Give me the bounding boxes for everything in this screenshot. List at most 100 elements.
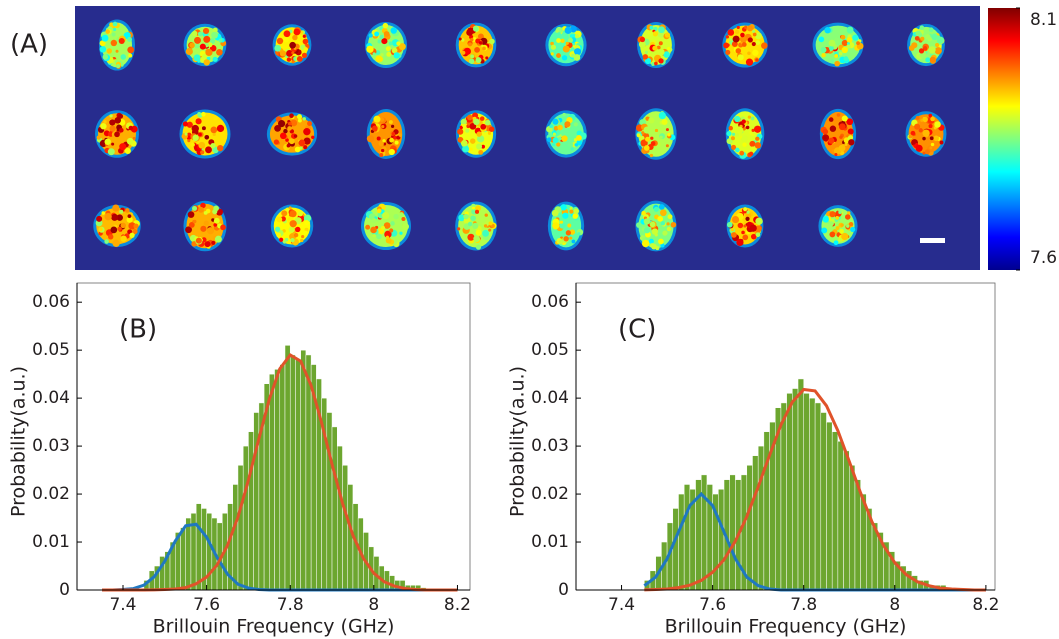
cell-speckle: [294, 226, 301, 233]
cell-speckle: [384, 230, 392, 239]
cell-speckle: [648, 117, 655, 124]
cell-speckle: [643, 126, 651, 134]
histogram-bar: [206, 513, 213, 591]
cell-speckle: [488, 221, 493, 226]
histogram-bar: [232, 484, 239, 591]
cell-speckle: [569, 229, 576, 235]
cell-speckle: [293, 28, 301, 36]
cell-speckle: [293, 134, 298, 138]
cell-speckle: [217, 144, 224, 152]
cell-speckle: [655, 246, 660, 251]
x-axis-label: Brillouin Frequency (GHz): [153, 616, 395, 638]
cell-speckle: [211, 240, 216, 245]
cell-speckle: [301, 234, 305, 239]
cell-speckle: [205, 146, 212, 154]
cell-speckle: [289, 113, 294, 119]
cell-speckle: [375, 55, 383, 63]
cell-speckle: [457, 128, 464, 135]
cell-speckle: [282, 240, 287, 244]
cell-speckle: [287, 121, 292, 126]
histogram-bar: [718, 489, 725, 591]
cell-speckle: [834, 153, 838, 157]
cell-speckle: [198, 206, 204, 213]
cell-speckle: [372, 52, 376, 56]
x-tick-label: 7.8: [277, 595, 304, 615]
cell-speckle: [835, 226, 840, 230]
cell-speckle: [216, 48, 223, 56]
cell-speckle: [574, 143, 579, 147]
cell-speckle: [475, 205, 482, 212]
cell-speckle: [740, 32, 745, 38]
cell-speckle: [667, 214, 673, 220]
cell-speckle: [846, 26, 854, 34]
cell-speckle: [847, 128, 854, 135]
cell-speckle: [561, 55, 568, 61]
cell-speckle: [735, 48, 742, 54]
cell-speckle: [473, 118, 480, 126]
cell-speckle: [487, 131, 492, 135]
cell-speckle: [658, 41, 663, 46]
histogram-bar: [237, 465, 244, 591]
cell-speckle: [105, 29, 110, 34]
cell-speckle: [929, 136, 934, 141]
cell-speckle: [475, 229, 482, 236]
cell-speckle: [381, 38, 388, 45]
cell-speckle: [725, 35, 730, 39]
cell-speckle: [192, 205, 198, 211]
cell-speckle: [551, 142, 556, 147]
cell-speckle: [290, 119, 298, 127]
cell-speckle: [931, 33, 938, 41]
cell-speckle: [753, 125, 762, 133]
cell-speckle: [467, 221, 473, 227]
cell-speckle: [298, 139, 306, 147]
cell-speckle: [918, 48, 925, 54]
cell-speckle: [185, 226, 192, 234]
cell-speckle: [729, 38, 733, 42]
cell-speckle: [286, 50, 293, 57]
cell-speckle: [213, 205, 219, 212]
cell-speckle: [472, 25, 479, 32]
cell-speckle: [212, 27, 218, 33]
cell-speckle: [379, 117, 385, 122]
cell-speckle: [195, 118, 202, 125]
cell-speckle: [470, 138, 476, 144]
cell-speckle: [828, 137, 835, 144]
fit-line: [644, 387, 986, 592]
cell-speckle: [914, 35, 920, 41]
cell-speckle: [743, 207, 748, 212]
cell-speckle: [185, 47, 193, 56]
cell-speckle: [823, 136, 827, 140]
cell-speckle: [755, 40, 761, 45]
cell-speckle: [908, 45, 915, 51]
cell-speckle: [370, 226, 377, 234]
cell-speckle: [104, 239, 109, 244]
cell-speckle: [667, 46, 671, 51]
cell-speckle: [930, 116, 935, 122]
cell-speckle: [102, 54, 109, 60]
cell-speckle: [830, 59, 835, 64]
cell-speckle: [193, 54, 201, 62]
cell-speckle: [114, 116, 122, 124]
cell-speckle: [550, 44, 557, 50]
histogram-bar: [347, 484, 354, 591]
cell-speckle: [378, 141, 384, 147]
cell-speckle: [670, 221, 677, 228]
cell-speckle: [649, 153, 654, 158]
panel-label: (A): [10, 30, 48, 60]
cell-speckle: [383, 31, 390, 37]
cell-speckle: [274, 44, 282, 52]
cell-speckle: [458, 37, 462, 41]
cell-speckle: [291, 60, 295, 64]
cell-speckle: [273, 139, 279, 145]
cell-speckle: [573, 122, 578, 127]
cell-speckle: [745, 216, 750, 221]
cell-speckle: [846, 42, 850, 46]
cell-speckle: [552, 132, 556, 136]
cell-speckle: [385, 237, 392, 244]
cell-speckle: [107, 148, 115, 156]
cell-speckle: [104, 138, 111, 145]
cell-speckle: [649, 243, 655, 248]
cell-speckle: [293, 232, 299, 238]
cell-speckle: [929, 146, 933, 150]
cell-speckle: [840, 34, 846, 40]
